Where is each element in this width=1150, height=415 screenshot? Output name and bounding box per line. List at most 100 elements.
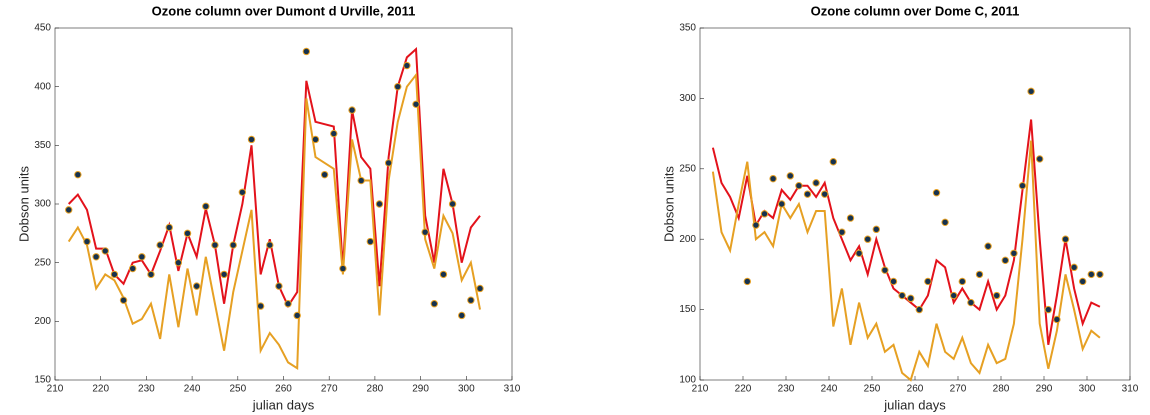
x-axis-label: julian days: [883, 397, 946, 412]
x-tick-label: 290: [1036, 384, 1053, 395]
x-tick-label: 300: [458, 384, 475, 395]
data-point: [83, 237, 91, 246]
data-point: [743, 277, 751, 286]
y-tick-label: 450: [34, 23, 51, 34]
data-point: [256, 302, 265, 310]
x-tick-label: 240: [184, 384, 201, 395]
data-point: [394, 82, 402, 91]
data-point: [958, 277, 966, 286]
data-point: [65, 206, 73, 214]
x-tick-label: 250: [229, 384, 246, 395]
data-point: [247, 135, 256, 144]
data-point: [128, 264, 137, 273]
x-tick-label: 230: [778, 384, 795, 395]
x-tick-label: 260: [907, 384, 924, 395]
data-point: [984, 242, 992, 250]
y-tick-label: 150: [679, 304, 696, 315]
data-line: [711, 140, 1101, 382]
x-tick-label: 290: [412, 384, 429, 395]
data-point: [838, 228, 846, 236]
data-point: [855, 249, 863, 257]
data-point: [812, 179, 820, 187]
data-point: [993, 291, 1001, 300]
data-point: [302, 47, 311, 56]
data-point: [293, 311, 301, 320]
data-point: [821, 190, 829, 198]
data-point: [348, 106, 356, 114]
y-tick-label: 100: [679, 375, 696, 386]
x-axis-label: julian days: [252, 397, 315, 412]
x-tick-label: 220: [92, 384, 109, 395]
data-point: [110, 270, 119, 279]
plot-area: [699, 27, 1131, 381]
data-point: [366, 237, 375, 246]
data-point: [760, 210, 769, 218]
data-point: [829, 158, 837, 166]
data-point: [467, 296, 475, 304]
data-point: [192, 282, 201, 290]
data-point: [881, 266, 889, 274]
y-tick-label: 250: [34, 257, 51, 268]
data-point: [1036, 155, 1044, 163]
data-point: [915, 305, 923, 314]
plot-area: [54, 27, 513, 381]
data-point: [229, 241, 237, 249]
data-point: [778, 200, 786, 208]
data-point: [950, 291, 958, 300]
data-point: [439, 270, 448, 279]
chart-title: Ozone column over Dumont d Urville, 2011: [152, 3, 416, 18]
y-axis-label: Dobson units: [661, 166, 676, 242]
data-point: [1087, 270, 1096, 279]
data-point: [384, 159, 393, 167]
x-tick-label: 280: [367, 384, 384, 395]
x-tick-label: 270: [321, 384, 338, 395]
x-tick-label: 280: [993, 384, 1010, 395]
data-point: [769, 174, 777, 183]
data-point: [421, 228, 429, 236]
x-tick-label: 310: [504, 384, 521, 395]
data-point: [430, 300, 439, 308]
data-point: [932, 189, 941, 197]
data-point: [458, 311, 466, 320]
data-point: [898, 291, 906, 300]
chart-title: Ozone column over Dome C, 2011: [811, 3, 1020, 18]
data-point: [202, 202, 210, 211]
data-point: [375, 200, 384, 208]
y-tick-label: 150: [34, 375, 51, 386]
data-line: [67, 46, 481, 309]
x-tick-label: 310: [1122, 384, 1139, 395]
data-point: [266, 241, 274, 249]
data-point: [275, 282, 283, 290]
data-point: [476, 284, 484, 293]
data-point: [795, 181, 803, 190]
data-point: [330, 129, 338, 138]
data-point: [872, 225, 880, 234]
data-point: [156, 241, 164, 249]
y-tick-label: 350: [34, 140, 51, 151]
data-point: [101, 247, 109, 255]
data-point: [147, 270, 155, 279]
data-point: [889, 277, 898, 286]
y-tick-label: 400: [34, 81, 51, 92]
data-point: [907, 294, 915, 303]
data-point: [183, 229, 192, 238]
data-point: [1027, 87, 1035, 96]
data-point: [448, 200, 457, 208]
y-tick-label: 200: [679, 234, 696, 245]
data-point: [752, 221, 760, 229]
x-tick-label: 240: [821, 384, 838, 395]
data-point: [211, 241, 219, 249]
x-tick-label: 300: [1079, 384, 1096, 395]
data-point: [1061, 235, 1070, 243]
data-point: [1044, 305, 1053, 314]
x-tick-label: 210: [47, 384, 64, 395]
data-point: [138, 253, 146, 261]
data-point: [339, 264, 347, 273]
y-tick-label: 300: [679, 93, 696, 104]
data-point: [1010, 249, 1018, 257]
data-point: [1001, 256, 1009, 265]
data-point: [967, 298, 975, 307]
x-tick-label: 260: [275, 384, 292, 395]
data-point: [320, 170, 329, 179]
